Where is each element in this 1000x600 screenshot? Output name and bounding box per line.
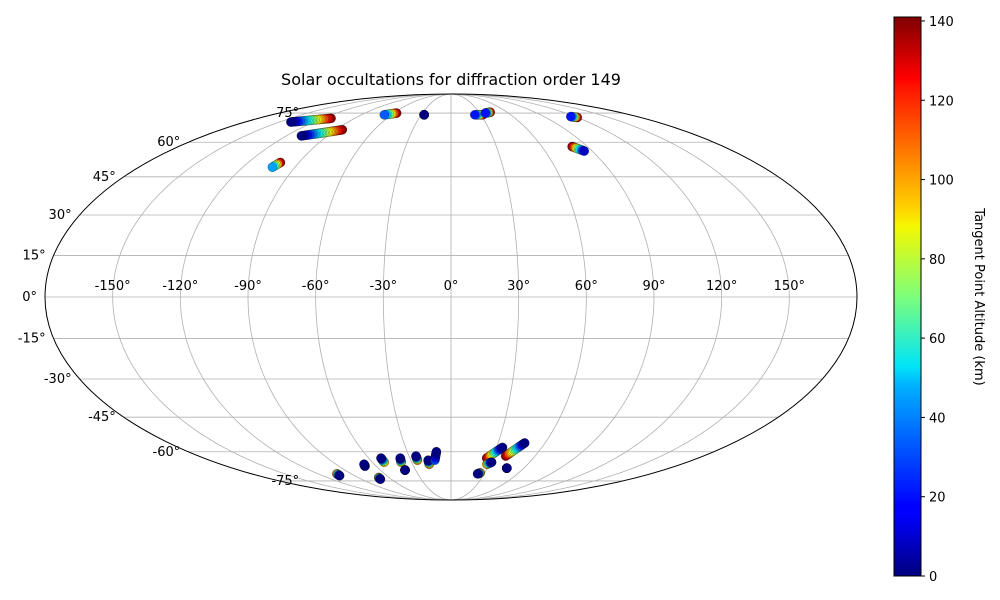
occultation-point [480,108,491,118]
colorbar-tick-label: 120 [929,94,954,109]
colorbar-tick-label: 40 [929,411,946,426]
occultation-point [566,111,576,122]
meridian-line [450,94,723,500]
latitude-tick-labels: 75°60°45°30°15°0°-15°-30°-45°-60°-75° [18,106,299,489]
latitude-tick-label: 0° [22,290,37,305]
longitude-tick-label: -120° [162,279,198,294]
colorbar-tick-label: 0 [929,570,937,585]
occultation-point [267,162,278,172]
longitude-tick-label: 30° [507,279,530,294]
meridian-line [450,94,790,500]
occultation-point [472,469,483,479]
colorbar-bar [893,16,922,577]
latitude-tick-label: -75° [271,474,299,489]
occultation-point [431,447,442,457]
meridian-line [382,94,452,500]
occultation-point [519,438,530,448]
latitude-tick-label: 45° [93,170,116,185]
map-boundary [44,93,858,501]
longitude-tick-label: 60° [575,279,598,294]
colorbar-ticks: 0 20 40 60 80 100 120 140 [921,15,954,585]
occultation-point [486,457,497,467]
occultation-point [502,463,512,473]
meridian-line [179,94,452,500]
occultation-point [579,146,589,156]
longitude-tick-label: 150° [774,279,805,294]
colorbar-label: Tangent Point Altitude (km) [971,207,986,385]
colorbar-tick-label: 100 [929,174,954,189]
longitude-tick-label: -30° [369,279,397,294]
occultation-point [376,453,386,463]
occultation-point [400,465,410,475]
colorbar-tick-label: 140 [929,15,954,30]
latitude-tick-label: -45° [88,410,116,425]
longitude-tick-label: 90° [642,279,665,294]
meridian-line [450,94,655,500]
longitude-tick-label: -60° [302,279,330,294]
occultation-point [497,442,508,453]
chart-title: Solar occultations for diffraction order… [281,70,621,89]
colorbar-tick-label: 80 [929,253,946,268]
colorbar-tick-label: 60 [929,332,946,347]
occultation-point [334,470,345,481]
latitude-tick-label: -30° [44,372,72,387]
occultation-point [395,453,405,463]
longitude-tick-label: -90° [234,279,262,294]
occultation-point [296,131,307,141]
latitude-tick-label: -60° [153,445,181,460]
longitude-tick-label: -150° [95,279,131,294]
latitude-tick-label: 30° [49,208,72,223]
occultation-points [267,107,589,484]
latitude-tick-label: 60° [157,135,180,150]
graticule [45,94,857,500]
longitude-tick-label: 0° [444,279,459,294]
occultation-point [411,451,421,461]
longitude-tick-labels: -150° -120° -90° -60° -30° 0° 30° 60° 90° 120° 150… [95,279,805,294]
occultation-point [419,110,429,120]
occultation-point [359,459,369,469]
occultation-point [470,110,480,120]
occultation-point [375,474,386,484]
latitude-tick-label: -15° [18,332,46,347]
latitude-tick-label: 15° [23,248,46,263]
occultation-point [379,110,390,120]
meridian-line [450,94,587,500]
meridian-line [247,94,452,500]
longitude-tick-label: 120° [706,279,737,294]
occultation-point [286,117,296,127]
meridian-line [112,94,452,500]
meridian-line [315,94,452,500]
colorbar-tick-label: 20 [929,491,946,506]
